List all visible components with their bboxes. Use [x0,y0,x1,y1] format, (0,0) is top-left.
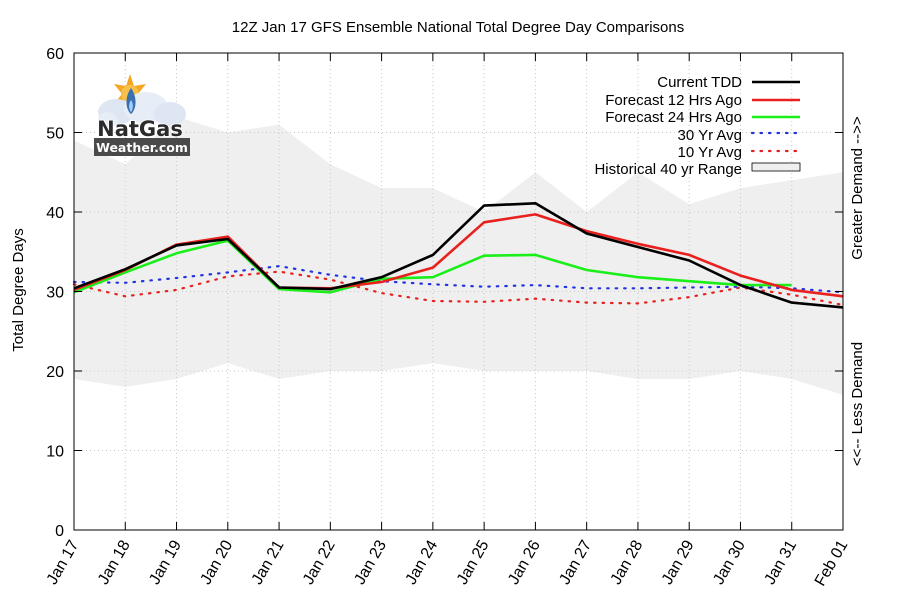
legend-label-forecast-12h: Forecast 12 Hrs Ago [605,92,742,109]
historical-range-layer [74,116,843,395]
historical-range-band [74,116,843,395]
legend-label-current-tdd: Current TDD [657,74,742,91]
series-layer [72,202,845,309]
legend-label-30yr-avg: 30 Yr Avg [678,127,743,144]
x-tick-label: Jan 18 [95,537,134,587]
x-tick-label: Jan 26 [505,537,544,587]
x-tick-label: Jan 21 [249,537,288,587]
legend-label-10yr-avg: 10 Yr Avg [678,144,743,161]
frame-layer [73,52,844,531]
legend-swatch-historical-range [751,162,801,172]
legend-label-historical-range: Historical 40 yr Range [594,161,742,178]
y-tick-label: 20 [46,364,64,381]
less-demand-label: <<-- Less Demand [849,342,866,466]
x-tick-label: Jan 30 [710,537,749,587]
x-tick-label: Jan 24 [403,537,442,587]
natgas-weather-logo: NatGas Weather.com [94,74,190,156]
x-tick-label: Jan 28 [608,537,647,587]
chart-legend: Current TDD Forecast 12 Hrs Ago Forecast… [594,74,802,178]
x-tick-label: Jan 29 [659,537,698,587]
x-tick-label: Jan 20 [198,537,237,587]
x-tick-label: Jan 25 [454,537,493,587]
y-tick-label: 60 [46,46,64,63]
logo-banner [94,138,190,156]
series-line-forecast-24-hrs-ago [73,239,792,294]
x-tick-label: Jan 17 [44,537,83,587]
flame-icon [126,88,136,114]
y-tick-label: 0 [55,523,64,540]
y-tick-label: 40 [46,205,64,222]
y-tick-label: 30 [46,285,64,302]
series-line-current-tdd [73,202,844,309]
series-line-10-yr-avg [72,270,845,307]
grid-layer [74,53,843,530]
series-line-forecast-12-hrs-ago [73,213,844,298]
x-tick-label: Feb 01 [812,537,852,589]
y-tick-label: 10 [46,444,64,461]
y-tick-label: 50 [46,126,64,143]
x-tick-label: Jan 22 [300,537,339,587]
series-line-30-yr-avg [72,265,845,294]
y-axis-label: Total Degree Days [10,228,27,351]
x-tick-label: Jan 31 [761,537,800,587]
x-tick-label: Jan 27 [556,537,595,587]
legend-label-forecast-24h: Forecast 24 Hrs Ago [605,109,742,126]
logo-text-weather: Weather.com [96,140,188,155]
chart-title: 12Z Jan 17 GFS Ensemble National Total D… [232,19,684,36]
logo-text-natgas: NatGas [97,117,183,141]
x-tick-label: Jan 23 [351,537,390,587]
x-tick-label: Jan 19 [146,537,185,587]
greater-demand-label: Greater Demand -->> [849,116,866,260]
